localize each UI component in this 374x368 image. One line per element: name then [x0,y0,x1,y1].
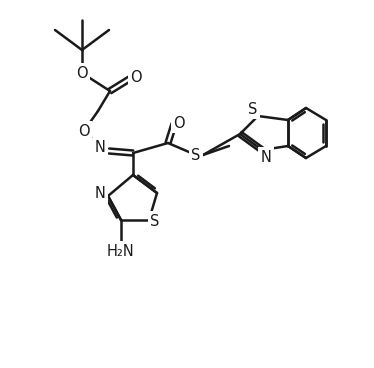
Text: O: O [78,124,90,138]
Text: S: S [191,148,201,163]
Text: H₂N: H₂N [107,244,135,258]
Text: N: N [261,149,272,164]
Text: S: S [150,213,160,229]
Text: O: O [76,66,88,81]
Text: O: O [173,116,185,131]
Text: N: N [95,187,105,202]
Text: S: S [248,102,258,117]
Text: N: N [95,141,105,156]
Text: O: O [130,70,142,85]
